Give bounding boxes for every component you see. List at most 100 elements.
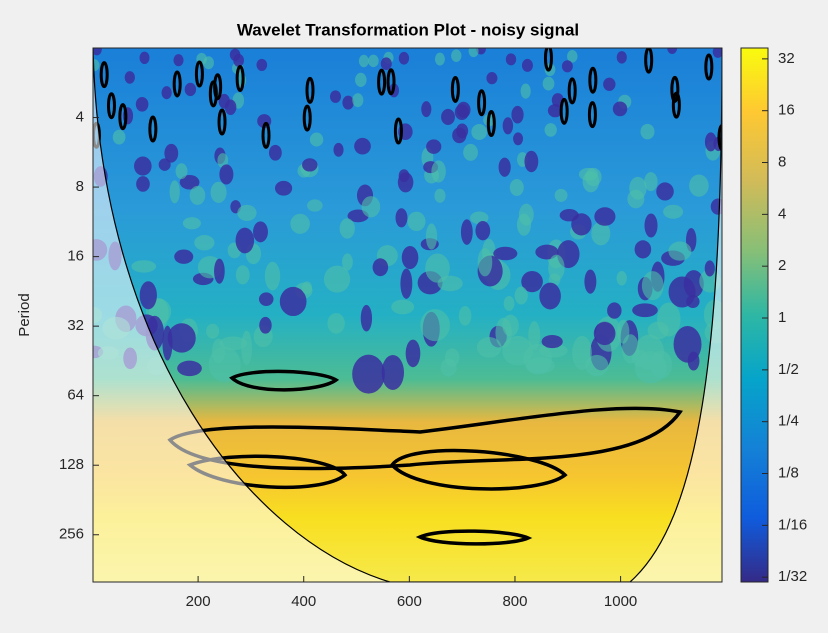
blob — [290, 213, 310, 234]
blob — [352, 93, 364, 108]
blob — [441, 108, 455, 125]
blob — [323, 265, 351, 293]
blob — [407, 211, 426, 232]
colorbar-tick-label: 8 — [778, 153, 786, 170]
blob — [452, 127, 467, 144]
blob — [520, 83, 531, 99]
blob — [650, 350, 673, 379]
colorbar — [740, 47, 769, 583]
blob — [235, 265, 250, 285]
blob-contour — [106, 92, 116, 120]
blob — [358, 54, 369, 68]
blob — [136, 176, 150, 192]
blob — [372, 258, 389, 277]
chart-title: Wavelet Transformation Plot - noisy sign… — [237, 20, 579, 39]
x-tick-label: 1000 — [604, 593, 637, 610]
blob — [342, 95, 354, 110]
blob — [173, 54, 184, 67]
blob — [380, 57, 392, 71]
blob — [621, 334, 640, 364]
blob — [689, 174, 709, 197]
x-tick-label: 200 — [186, 593, 211, 610]
blob — [401, 246, 419, 270]
blob — [268, 144, 282, 161]
blob — [493, 246, 518, 261]
blob — [219, 164, 234, 185]
plot-frame — [92, 47, 723, 583]
blob — [354, 137, 371, 155]
blob — [400, 268, 413, 299]
blob — [219, 336, 248, 351]
blob — [460, 219, 473, 245]
blob — [470, 211, 489, 225]
blob — [425, 223, 438, 250]
blob-contour — [377, 68, 387, 96]
y-tick-label: 8 — [76, 178, 84, 195]
blob — [673, 325, 702, 363]
blob — [612, 101, 628, 117]
blob — [668, 241, 692, 261]
x-tick-label: 600 — [397, 593, 422, 610]
blob — [381, 354, 404, 390]
blob — [161, 86, 172, 100]
blob — [405, 339, 421, 368]
x-tick-label: 800 — [502, 593, 527, 610]
cone-outside — [93, 48, 722, 582]
blob — [302, 158, 318, 172]
blob — [194, 234, 215, 251]
blob — [189, 185, 206, 205]
blob-contour — [559, 97, 569, 125]
blob — [641, 271, 664, 301]
blob-contour — [588, 66, 598, 94]
blob — [361, 196, 381, 218]
blob-contour — [486, 110, 496, 138]
blob — [425, 253, 450, 283]
blob-contour — [208, 80, 218, 108]
colorbar-tick-label: 4 — [778, 205, 786, 222]
blob — [616, 270, 627, 286]
blob — [463, 143, 478, 161]
colorbar-tick-label: 1/16 — [778, 516, 807, 533]
blob — [475, 48, 487, 55]
blob — [131, 260, 157, 273]
blob — [175, 163, 188, 180]
blob — [634, 240, 652, 259]
blob — [571, 213, 592, 236]
blob — [259, 316, 272, 334]
blob — [203, 56, 214, 70]
blob — [647, 321, 669, 340]
colorbar-tick-label: 1/2 — [778, 361, 799, 378]
blob-contour — [671, 91, 681, 119]
x-tick-label: 400 — [291, 593, 316, 610]
blob — [214, 258, 225, 284]
blob — [547, 103, 563, 118]
blob — [640, 123, 655, 140]
blob — [656, 182, 674, 201]
blob — [594, 207, 616, 226]
blob — [421, 101, 432, 118]
blob-contour — [302, 104, 312, 132]
blob — [395, 208, 408, 228]
blob — [210, 181, 227, 203]
blob — [139, 281, 157, 310]
blob — [521, 270, 543, 293]
blob — [164, 143, 179, 163]
blob — [279, 286, 307, 317]
blob — [339, 218, 355, 239]
blob-contour — [567, 77, 577, 105]
colorbar-tick-label: 1 — [778, 309, 786, 326]
blob — [632, 303, 658, 318]
colorbar-tick-label: 1/4 — [778, 413, 799, 430]
blob — [593, 322, 616, 346]
colorbar-tick-label: 32 — [778, 50, 795, 67]
blob — [398, 169, 410, 183]
blob — [235, 227, 255, 254]
blob — [327, 312, 345, 334]
blob — [561, 60, 573, 73]
blob — [644, 213, 658, 238]
blob — [93, 59, 100, 72]
blob-contour — [217, 108, 227, 136]
blob — [521, 58, 533, 72]
blob — [307, 199, 323, 212]
axes: 200 400 600 800 1000 4 8 16 32 64 128 256 32 16 8 4 2 1 1/… — [59, 50, 807, 610]
